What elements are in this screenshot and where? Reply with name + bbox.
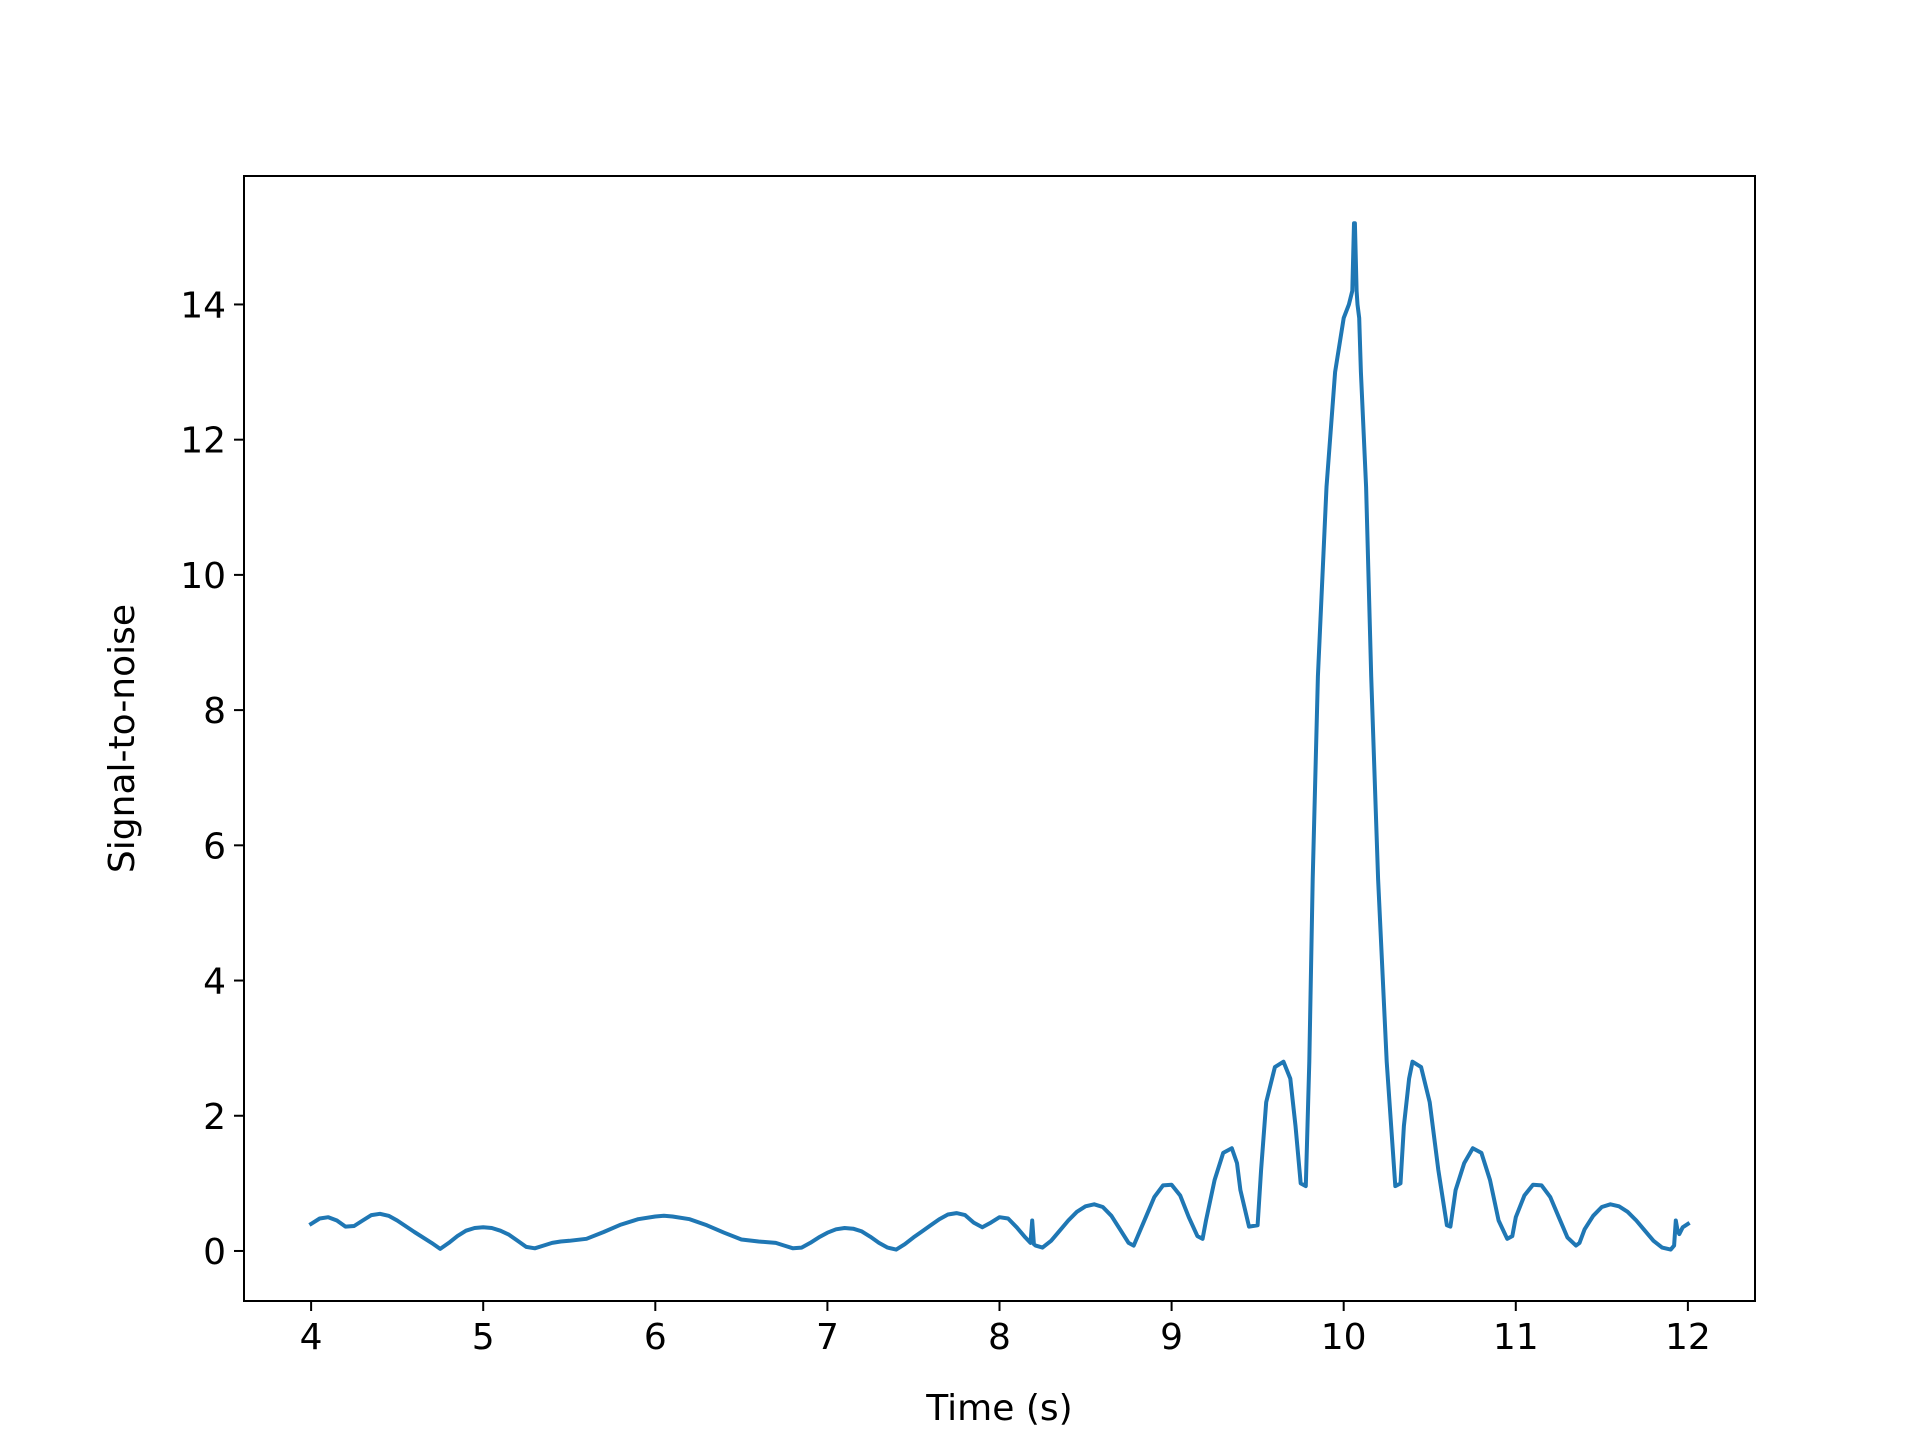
y-tick-label: 8	[203, 691, 226, 732]
plot-area	[308, 221, 1691, 1252]
axes-frame	[243, 175, 1756, 1302]
x-tick-label: 4	[300, 1317, 323, 1358]
y-tick-label: 4	[203, 962, 226, 1003]
y-axis-label: Signal-to-noise	[102, 604, 143, 873]
x-tick-label: 9	[1160, 1317, 1183, 1358]
x-tick-label: 11	[1493, 1317, 1539, 1358]
y-tick-label: 10	[180, 556, 226, 597]
snr-series-line	[308, 221, 1691, 1252]
axis-ticks: 4 5 6 7 8 9 10 11 12 0 2 4 6 8 10 12 14	[180, 285, 1711, 1358]
y-tick-label: 0	[203, 1232, 226, 1273]
x-tick-label: 5	[472, 1317, 495, 1358]
y-tick-label: 14	[180, 285, 226, 326]
y-tick-label: 6	[203, 826, 226, 867]
y-tick-label: 12	[180, 421, 226, 462]
x-axis-label: Time (s)	[925, 1388, 1072, 1429]
x-tick-label: 12	[1665, 1317, 1711, 1358]
x-tick-label: 6	[644, 1317, 667, 1358]
x-tick-label: 7	[816, 1317, 839, 1358]
x-tick-label: 10	[1321, 1317, 1367, 1358]
y-tick-label: 2	[203, 1097, 226, 1138]
x-tick-label: 8	[988, 1317, 1011, 1358]
